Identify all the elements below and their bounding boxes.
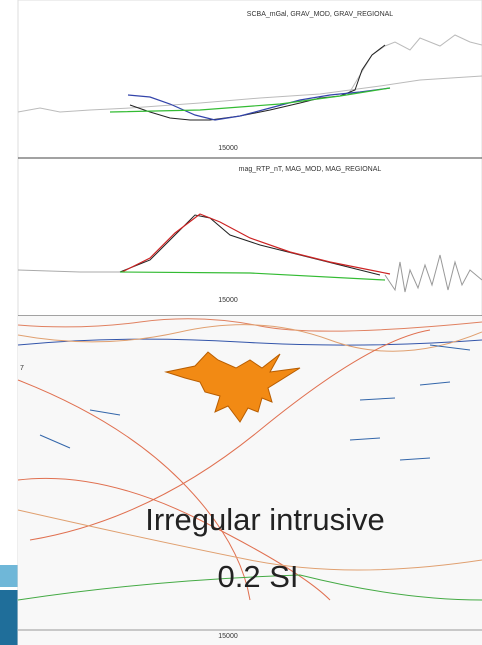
observed-curve [129, 44, 386, 121]
profile-curve [17, 269, 120, 273]
horizon [17, 318, 482, 332]
magnetic-panel: mag_RTP_nT, MAG_MOD, MAG_REGIONAL 15000 [17, 166, 482, 317]
horizon [17, 574, 482, 601]
tick-label: 15000 [218, 297, 238, 304]
intrusive-body [164, 351, 301, 423]
profile-curve [17, 75, 482, 113]
model-curve [121, 213, 391, 275]
noise-curve [384, 254, 482, 293]
regional-curve [119, 271, 386, 281]
horizon [17, 509, 482, 571]
accent-strip [0, 590, 18, 645]
regional-curve [109, 87, 391, 113]
panel-title: SCBA_mGal, GRAV_MOD, GRAV_REGIONAL [247, 11, 393, 18]
caption: Irregular intrusive [145, 502, 384, 537]
horizon [17, 338, 482, 346]
horizon [17, 324, 482, 352]
tick-label: 15000 [218, 145, 238, 152]
panel-title: mag_RTP_nT, MAG_MOD, MAG_REGIONAL [239, 166, 382, 173]
tick-label: 15000 [218, 633, 238, 640]
fault [17, 379, 251, 601]
caption: 0.2 SI [218, 559, 299, 594]
marker-lines [39, 344, 471, 461]
fault [17, 477, 331, 601]
side-label: 7 [20, 365, 24, 372]
model-curve [127, 87, 391, 121]
fault [29, 329, 431, 541]
section-panel: 7 Irregular intrusive 0.2 SI 15000 [17, 316, 482, 645]
gravity-panel: SCBA_mGal, GRAV_MOD, GRAV_REGIONAL 15000 [17, 11, 482, 159]
accent-strip [0, 565, 18, 587]
